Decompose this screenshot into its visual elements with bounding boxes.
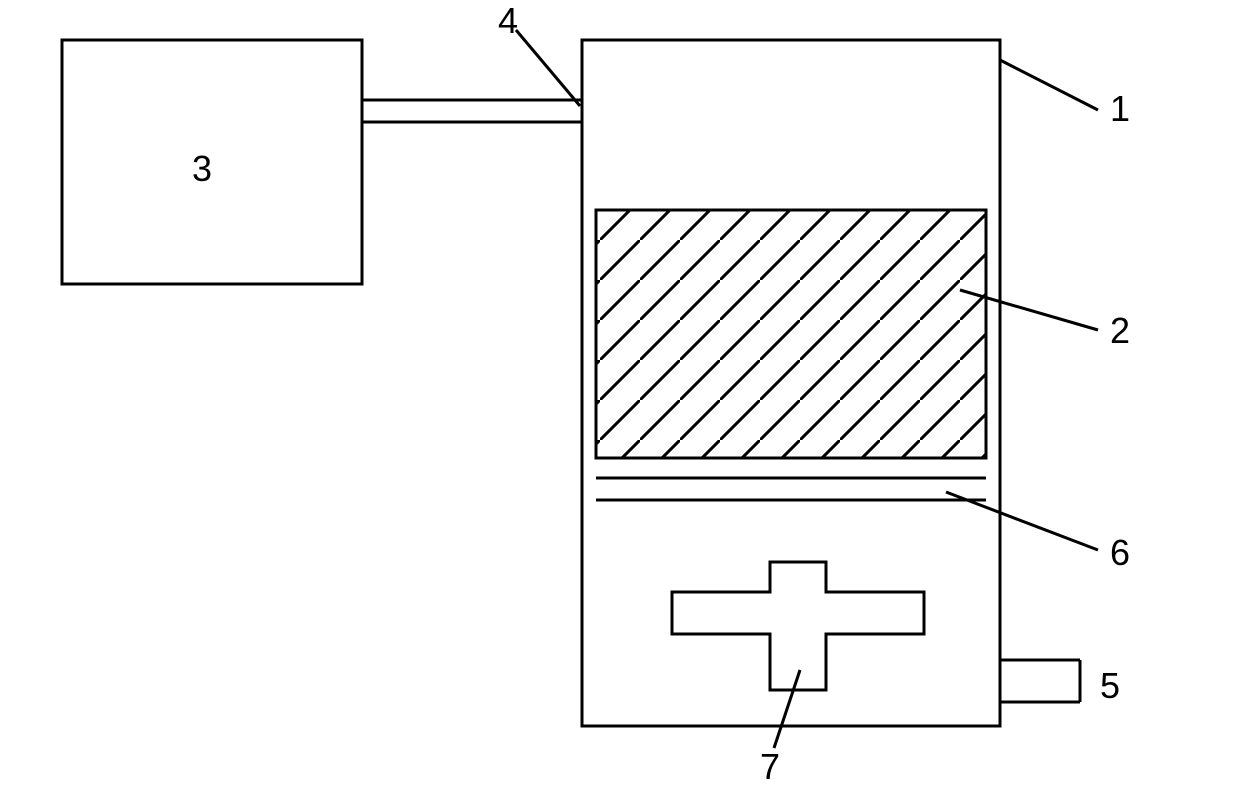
diagram-canvas xyxy=(0,0,1240,792)
label-6: 6 xyxy=(1110,532,1130,574)
leader-6 xyxy=(946,492,1098,550)
label-2: 2 xyxy=(1110,310,1130,352)
hatched-region xyxy=(596,210,986,458)
label-7: 7 xyxy=(760,746,780,788)
leader-1 xyxy=(1000,60,1098,110)
leader-4 xyxy=(516,30,580,106)
label-1: 1 xyxy=(1110,88,1130,130)
label-5: 5 xyxy=(1100,665,1120,707)
label-3: 3 xyxy=(192,148,212,190)
leader-7 xyxy=(774,670,800,748)
tblock-outline xyxy=(672,562,924,690)
label-4: 4 xyxy=(498,0,518,42)
